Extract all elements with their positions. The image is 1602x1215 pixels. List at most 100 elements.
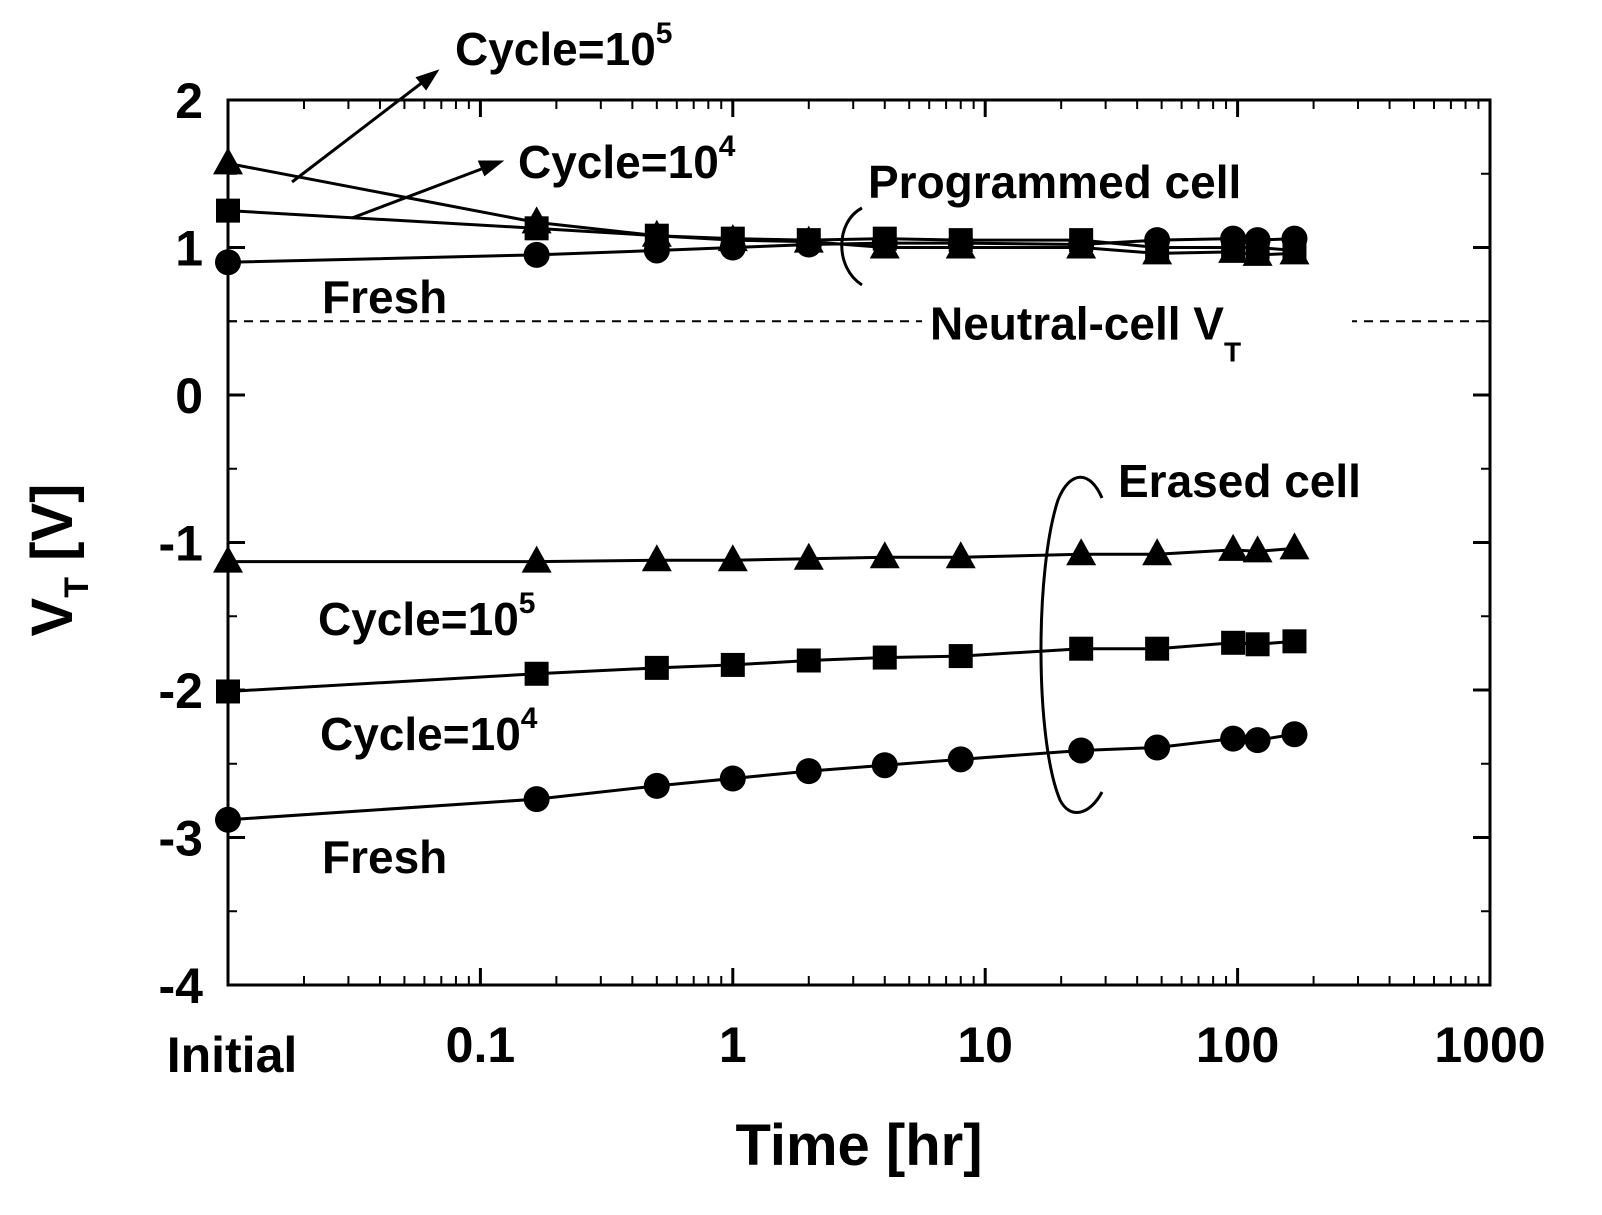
data-point: [216, 679, 240, 704]
data-point: [524, 661, 549, 686]
data-point: [215, 249, 241, 276]
x-tick-label: 1000: [1434, 1017, 1545, 1073]
annotation-text: Cycle=10: [320, 708, 521, 760]
y-tick-label: 1: [175, 221, 203, 277]
annotation-sup: 4: [719, 130, 736, 163]
y-tick-label: -2: [159, 663, 203, 719]
data-point: [524, 216, 549, 241]
annotation-text: Fresh: [322, 271, 447, 323]
data-point: [1142, 538, 1173, 566]
data-point: [1144, 734, 1171, 761]
data-point: [795, 758, 822, 785]
y-tick-label: 0: [175, 368, 203, 424]
reference-label-sub: T: [1224, 336, 1241, 367]
annotation-sup: 5: [519, 587, 536, 620]
data-point: [1220, 725, 1247, 752]
x-tick-label: 100: [1196, 1017, 1279, 1073]
arrow: [351, 160, 501, 220]
data-point: [1068, 231, 1095, 258]
data-point: [871, 230, 898, 257]
data-point: [1281, 225, 1308, 252]
data-point: [1281, 721, 1308, 748]
data-point: [213, 147, 243, 175]
annotation: Cycle=105: [318, 587, 535, 645]
series-line: [228, 546, 1295, 564]
annotation-sup: 5: [656, 17, 673, 50]
y-axis-title-sub: T: [58, 577, 96, 598]
x-tick-label: 0.1: [446, 1017, 516, 1073]
data-point: [719, 765, 746, 792]
y-tick-label: 2: [175, 73, 203, 129]
data-point: [1220, 225, 1247, 252]
data-point: [1145, 636, 1170, 661]
data-point: [213, 545, 243, 573]
data-point: [793, 542, 824, 570]
data-point: [1066, 538, 1097, 566]
data-point: [1068, 737, 1095, 764]
series-line: [227, 639, 1295, 693]
plot-frame: [226, 98, 1492, 987]
data-point: [869, 541, 900, 569]
y-axis-title: VT [V]: [20, 484, 96, 637]
annotation-text: Cycle=10: [518, 136, 719, 188]
annotation: Fresh: [322, 831, 447, 883]
arrow: [291, 70, 437, 184]
reference-label-text: Neutral-cell V: [930, 297, 1224, 349]
reference-label-bg: [922, 291, 1352, 352]
data-point: [1279, 532, 1310, 560]
x-axis-title: Time [hr]: [735, 1113, 982, 1178]
arrowhead: [477, 160, 505, 177]
data-point: [1244, 727, 1271, 754]
data-point: [644, 655, 669, 680]
x-tick-label: Initial: [167, 1027, 298, 1083]
data-point: [947, 230, 974, 257]
annotation: Cycle=105: [455, 17, 672, 75]
data-point: [1144, 227, 1171, 254]
annotation: Programmed cell: [868, 156, 1241, 208]
y-tick-label: -1: [159, 516, 203, 572]
data-point: [643, 772, 670, 799]
data-point: [1242, 535, 1273, 563]
data-point: [1244, 227, 1271, 254]
y-axis-title-suffix: [V]: [20, 484, 85, 577]
annotation: Fresh: [322, 271, 447, 323]
callouts: [291, 69, 1104, 814]
annotation-text: Cycle=10: [318, 593, 519, 645]
data-point: [948, 644, 973, 669]
data-point: [720, 652, 745, 677]
data-point: [871, 752, 898, 779]
x-tick-label: 10: [957, 1017, 1013, 1073]
arrowhead: [415, 69, 440, 91]
data-point: [872, 645, 897, 670]
data-point: [719, 234, 746, 261]
data-point: [641, 544, 672, 572]
reference-label: Neutral-cell VT: [930, 297, 1241, 367]
series-line: [227, 209, 1295, 252]
y-axis-title-main: V: [20, 597, 85, 636]
data-point: [1245, 632, 1270, 657]
data-point: [643, 237, 670, 264]
data-point: [947, 746, 974, 773]
data-point: [1218, 533, 1249, 561]
data-point: [796, 648, 821, 673]
data-point: [945, 541, 976, 569]
annotation-text: Fresh: [322, 831, 447, 883]
annotation: Erased cell: [1118, 455, 1361, 507]
data-point: [216, 198, 240, 223]
annotation-text: Programmed cell: [868, 156, 1241, 208]
annotation-text: Cycle=10: [455, 23, 656, 75]
y-tick-label: -3: [159, 811, 203, 867]
data-point: [1069, 636, 1094, 661]
data-point: [521, 545, 552, 573]
x-tick-label: 1: [719, 1017, 747, 1073]
data-point: [523, 786, 550, 813]
annotation: Cycle=104: [518, 130, 736, 188]
annotation-sup: 4: [521, 702, 538, 735]
data-point: [717, 544, 748, 572]
brace: [1039, 475, 1104, 814]
annotation: Cycle=104: [320, 702, 538, 760]
data-point: [1221, 630, 1246, 655]
annotation-text: Erased cell: [1118, 455, 1361, 507]
data-point: [215, 806, 241, 833]
